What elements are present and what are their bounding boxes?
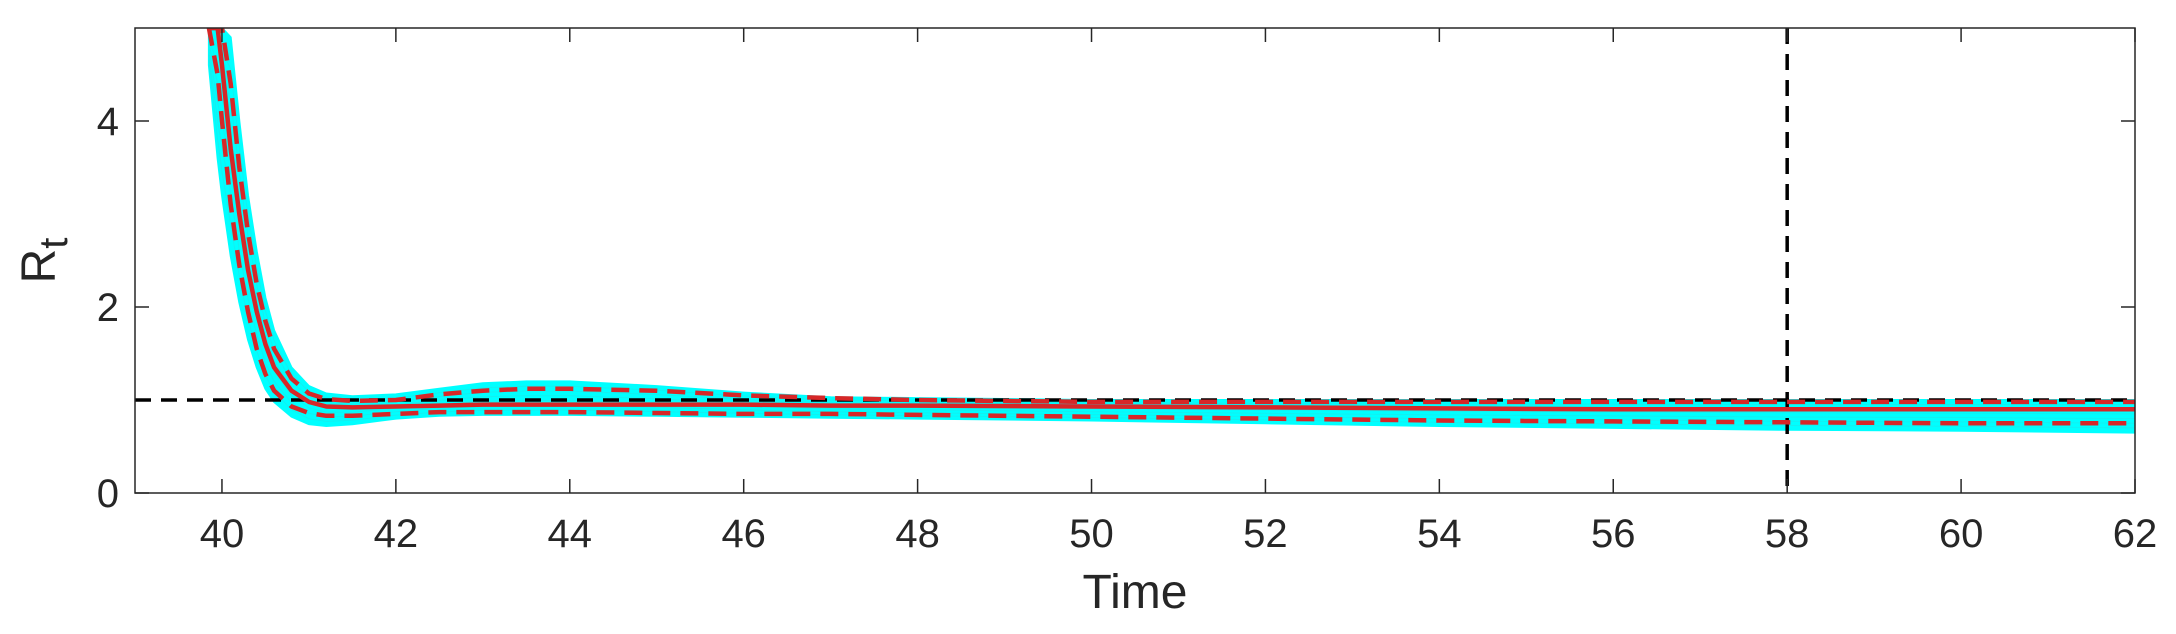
y-tick-label: 2 (97, 286, 119, 330)
x-tick-label: 42 (374, 512, 419, 556)
lower-ci-line (206, 28, 2135, 426)
y-tick-label: 4 (97, 100, 119, 144)
x-tick-label: 46 (721, 512, 766, 556)
x-tick-label: 48 (895, 512, 940, 556)
ensemble-trace (208, 54, 2135, 424)
plot-area (135, 28, 2135, 493)
x-tick-label: 52 (1243, 512, 1288, 556)
axis-ticks: 40 42 44 46 48 50 52 54 56 58 60 62 0 2 4 (97, 28, 2158, 556)
x-tick-label: 58 (1765, 512, 1810, 556)
y-axis-title-subscript: t (32, 238, 76, 249)
x-tick-label: 44 (548, 512, 593, 556)
y-axis-title-main: R (13, 249, 66, 284)
axes-frame (134, 27, 2136, 494)
y-axis-title: Rt (13, 238, 76, 284)
upper-ci-line (208, 28, 2135, 405)
x-tick-label: 60 (1939, 512, 1984, 556)
median-line (208, 28, 2135, 412)
x-tick-label: 54 (1417, 512, 1462, 556)
x-tick-label: 62 (2113, 512, 2158, 556)
x-tick-label: 40 (200, 512, 245, 556)
axes-box (134, 27, 2136, 494)
x-tick-label: 56 (1591, 512, 1636, 556)
x-axis-title: Time (1083, 566, 1188, 619)
x-tick-label: 50 (1069, 512, 1114, 556)
y-tick-label: 0 (97, 472, 119, 516)
ensemble-band (207, 28, 2135, 434)
